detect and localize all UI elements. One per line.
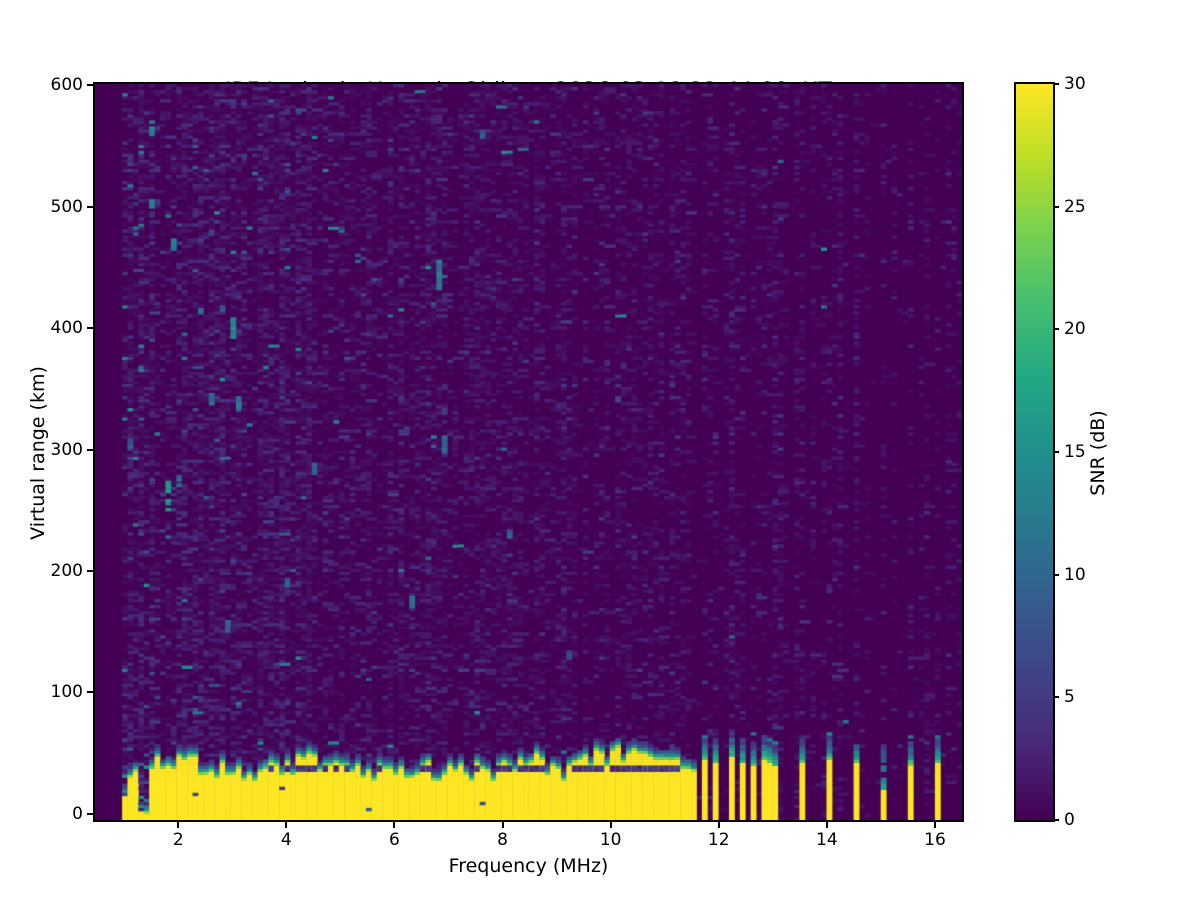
x-tick-mark: [177, 822, 180, 828]
x-tick-mark: [609, 822, 612, 828]
colorbar-tick-label: 15: [1064, 442, 1086, 462]
y-tick-label: 100: [50, 682, 83, 703]
y-tick-mark: [87, 691, 93, 694]
y-axis-label: Virtual range (km): [27, 366, 49, 540]
x-tick-label: 16: [924, 830, 946, 850]
x-tick-mark: [825, 822, 828, 828]
y-tick-mark: [87, 570, 93, 573]
heatmap-canvas: [95, 84, 962, 820]
y-tick-mark: [87, 812, 93, 815]
y-tick-label: 400: [50, 318, 83, 339]
colorbar-tick-mark: [1053, 83, 1059, 85]
colorbar-tick-label: 20: [1064, 319, 1086, 340]
colorbar-tick-mark: [1053, 205, 1059, 208]
colorbar-tick-label: 10: [1064, 564, 1086, 585]
colorbar-canvas: [1016, 84, 1053, 820]
y-tick-mark: [87, 84, 93, 87]
x-tick-mark: [717, 822, 720, 828]
colorbar-tick-mark: [1053, 696, 1059, 699]
x-tick-mark: [933, 822, 936, 828]
x-tick-label: 10: [599, 830, 622, 850]
colorbar-tick-label: 25: [1064, 196, 1086, 217]
colorbar-tick-mark: [1053, 451, 1059, 453]
colorbar-tick-label: 30: [1064, 74, 1086, 94]
x-tick-mark: [285, 822, 288, 828]
y-tick-label: 600: [50, 75, 83, 96]
colorbar-tick-label: 5: [1064, 687, 1075, 708]
x-axis-label: Frequency (MHz): [448, 855, 609, 877]
x-tick-label: 2: [172, 830, 184, 850]
x-tick-label: 14: [816, 830, 838, 850]
x-tick-label: 6: [389, 830, 400, 850]
y-tick-mark: [87, 205, 93, 208]
x-tick-label: 12: [707, 830, 730, 850]
colorbar-label: SNR (dB): [1087, 410, 1109, 496]
colorbar-tick-mark: [1053, 573, 1059, 576]
x-tick-label: 4: [280, 830, 292, 850]
y-tick-mark: [87, 327, 93, 330]
x-tick-label: 8: [497, 830, 508, 850]
colorbar-tick-mark: [1053, 328, 1059, 331]
colorbar-tick-label: 0: [1064, 810, 1075, 830]
y-tick-label: 500: [50, 196, 83, 217]
colorbar-tick-mark: [1053, 819, 1059, 821]
y-tick-label: 300: [50, 439, 83, 460]
x-tick-mark: [501, 822, 504, 828]
y-tick-label: 200: [50, 561, 83, 582]
x-tick-mark: [393, 822, 396, 828]
y-tick-label: 0: [72, 803, 83, 824]
y-tick-mark: [87, 448, 93, 451]
